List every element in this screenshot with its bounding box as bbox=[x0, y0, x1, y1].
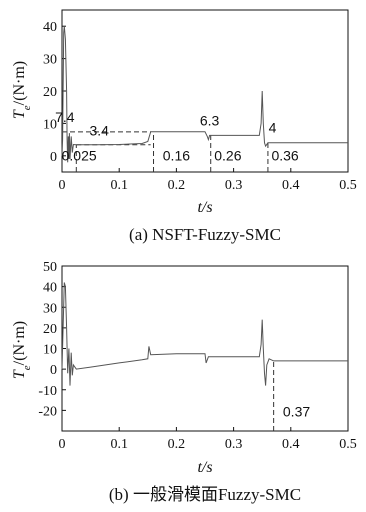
panel-b-annotation: 0.37 bbox=[283, 404, 310, 420]
panel-b-ytick-label: -20 bbox=[38, 404, 57, 419]
panel-b-annotations: 0.37 bbox=[283, 404, 310, 420]
panel-b-ytick-label: -10 bbox=[38, 384, 57, 399]
panel-a: 0 0.1 0.2 0.3 0.4 0.5 0 10 20 30 40 7.4 3.4 0.025 0.1… bbox=[11, 9, 357, 244]
panel-b-caption: (b) 一般滑模面Fuzzy-SMC bbox=[109, 485, 301, 504]
panel-b-ylabel-sub: e bbox=[21, 365, 33, 370]
panel-a-annotation: 3.4 bbox=[89, 123, 109, 139]
panel-a-ylabel: Te/(N·m) bbox=[11, 61, 33, 119]
panel-a-annotation: 0.16 bbox=[163, 147, 190, 163]
panel-a-ylabel-main: T bbox=[11, 109, 28, 119]
panel-a-ytick-label: 10 bbox=[43, 117, 57, 132]
panel-b-ytick-label: 0 bbox=[50, 363, 57, 378]
panel-b-ytick-label: 10 bbox=[43, 343, 57, 358]
panel-a-xtick-label: 0 bbox=[59, 178, 66, 193]
panel-a-xtick-label: 0.5 bbox=[339, 178, 357, 193]
panel-a-ytick-label: 20 bbox=[43, 85, 57, 100]
panel-b-ytick-label: 50 bbox=[43, 260, 57, 275]
panel-a-plot-frame bbox=[61, 9, 349, 173]
panel-a-xlabel: t/s bbox=[197, 199, 212, 216]
panel-b-ytick-label: 20 bbox=[43, 322, 57, 337]
panel-a-annotations: 7.4 3.4 0.025 0.16 6.3 0.26 4 0.36 bbox=[55, 109, 299, 164]
panel-b-ytick-label: 30 bbox=[43, 301, 57, 316]
panel-a-annotation: 0.025 bbox=[62, 147, 97, 163]
panel-b-xtick-label: 0.5 bbox=[339, 437, 357, 452]
panel-b-ylabel-main: T bbox=[11, 369, 28, 379]
panel-a-xtick-label: 0.2 bbox=[168, 178, 186, 193]
panel-a-annotation: 0.26 bbox=[214, 147, 241, 163]
panel-a-ylabel-sub: e bbox=[21, 105, 33, 110]
panel-a-ytick-label: 0 bbox=[50, 150, 57, 165]
panel-a-caption: (a) NSFT-Fuzzy-SMC bbox=[129, 225, 281, 244]
panel-a-annotation: 0.36 bbox=[271, 147, 298, 163]
panel-b-ylabel-rest: /(N·m) bbox=[11, 321, 28, 365]
panel-a-ytick-label: 40 bbox=[43, 20, 57, 35]
panel-b-xlabel: t/s bbox=[197, 459, 212, 476]
panel-b-series-line bbox=[61, 282, 348, 386]
panel-a-annotation: 6.3 bbox=[200, 113, 220, 129]
panel-a-ytick-label: 30 bbox=[43, 53, 57, 68]
panel-b: 0 0.1 0.2 0.3 0.4 0.5 -20 -10 0 10 20 30 40 50 0.37 T… bbox=[11, 260, 357, 504]
panel-a-annotation: 7.4 bbox=[55, 109, 75, 125]
panel-a-xtick-label: 0.4 bbox=[282, 178, 300, 193]
panel-a-annotation: 4 bbox=[269, 119, 277, 135]
panel-a-xtick-label: 0.3 bbox=[225, 178, 243, 193]
panel-a-ticks: 0 0.1 0.2 0.3 0.4 0.5 0 10 20 30 40 bbox=[43, 20, 357, 193]
panel-a-xtick-label: 0.1 bbox=[110, 178, 128, 193]
panel-b-xtick-label: 0.3 bbox=[225, 437, 243, 452]
panel-b-xtick-label: 0.4 bbox=[282, 437, 300, 452]
panel-b-xtick-label: 0 bbox=[59, 437, 66, 452]
panel-b-ytick-label: 40 bbox=[43, 281, 57, 296]
panel-b-ticks: 0 0.1 0.2 0.3 0.4 0.5 -20 -10 0 10 20 30 40 50 bbox=[38, 260, 356, 452]
panel-a-ylabel-rest: /(N·m) bbox=[11, 61, 28, 105]
panel-b-xtick-label: 0.1 bbox=[110, 437, 128, 452]
panel-a-series-line bbox=[61, 26, 348, 163]
panel-b-xtick-label: 0.2 bbox=[168, 437, 186, 452]
panel-b-ylabel: Te/(N·m) bbox=[11, 321, 33, 379]
